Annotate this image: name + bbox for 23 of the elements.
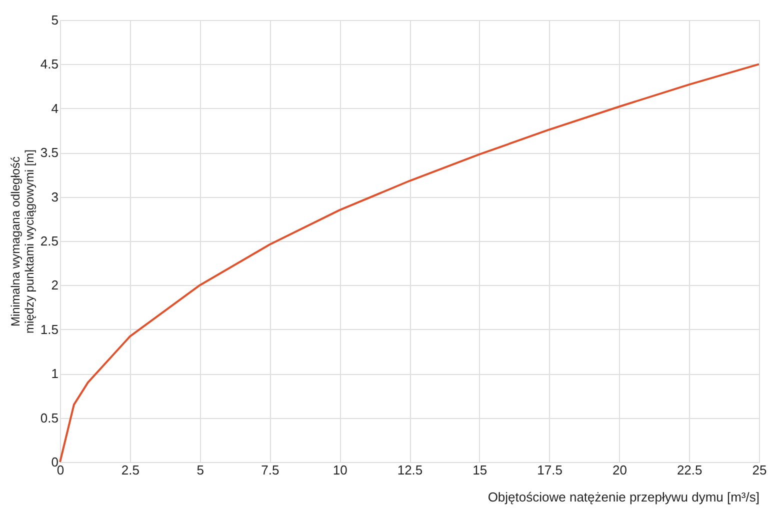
y-tick-label: 0.5 <box>40 410 58 426</box>
x-tick-label: 7.5 <box>261 462 280 478</box>
x-tick-label: 15 <box>472 462 488 478</box>
y-tick-label: 4 <box>51 100 58 116</box>
y-tick-label: 2 <box>51 278 58 293</box>
y-tick-label: 3 <box>51 189 58 204</box>
x-axis-title: Objętościowe natężenie przepływu dymu [m³/s] <box>488 490 760 504</box>
line-series <box>59 63 760 463</box>
x-tick-label: 12.5 <box>397 462 423 478</box>
y-tick-label: 1 <box>51 366 58 382</box>
y-tick-label: 4.5 <box>40 56 58 72</box>
y-tick-label: 2.5 <box>40 234 58 248</box>
x-tick-label: 10 <box>332 462 348 478</box>
y-tick-label: 5 <box>51 12 58 28</box>
x-tick-label: 22.5 <box>676 462 702 478</box>
x-tick-label: 25 <box>752 462 767 478</box>
y-tick-label: 1.5 <box>40 322 58 337</box>
x-tick-label: 20 <box>612 462 627 478</box>
x-tick-label: 17.5 <box>537 462 562 478</box>
y-tick-label: 3.5 <box>40 145 58 160</box>
y-axis-title: Minimalna wymagana odległość między punktami wyciągowymi [m] <box>8 149 36 334</box>
x-tick-label: 5 <box>196 462 204 478</box>
x-tick-label: 2.5 <box>121 462 140 478</box>
